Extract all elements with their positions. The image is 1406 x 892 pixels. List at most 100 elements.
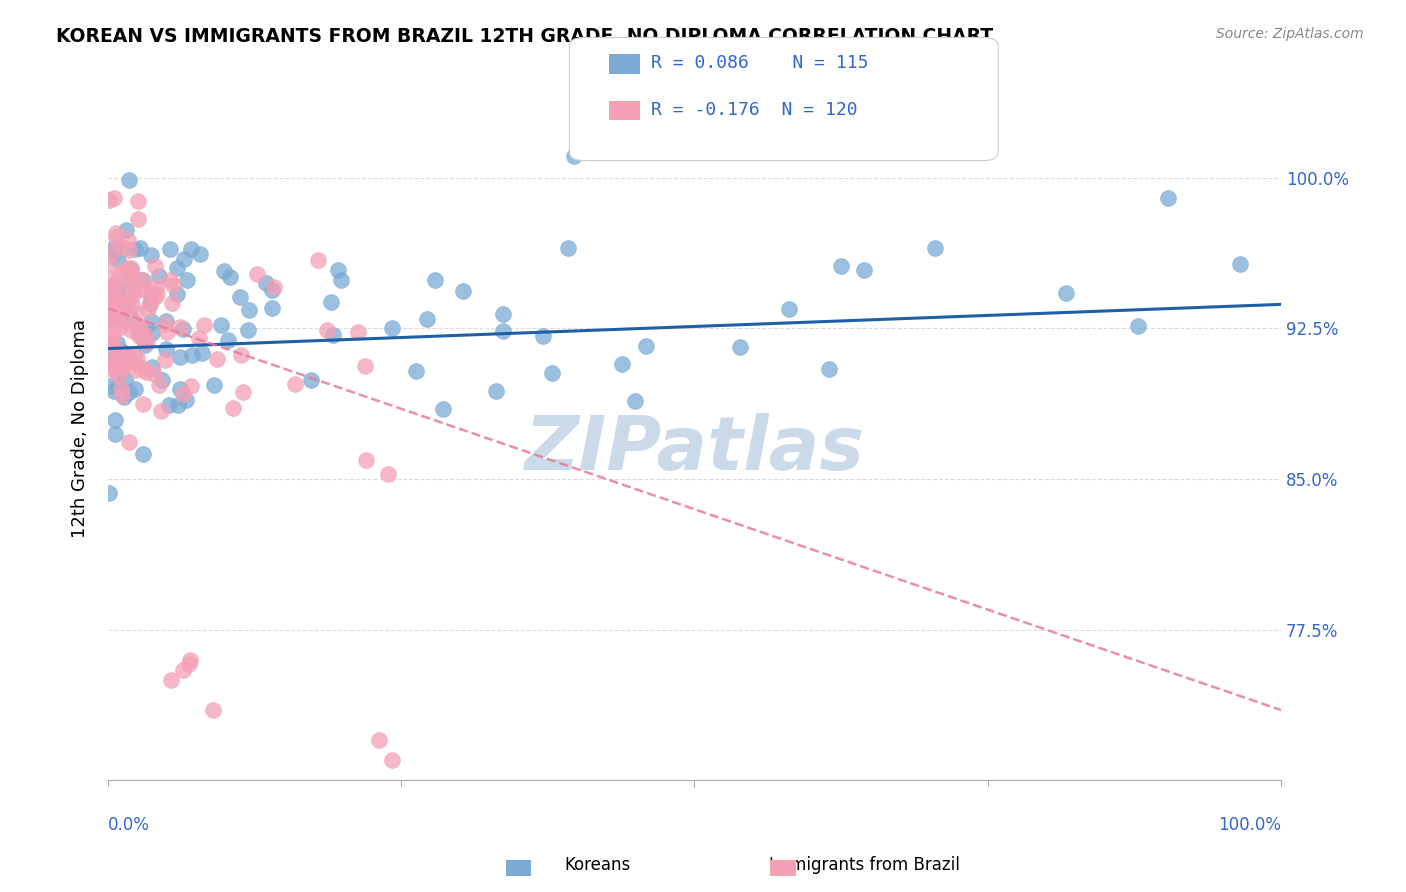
Point <box>177 657 200 671</box>
Point <box>101 350 124 364</box>
Point <box>159 242 181 256</box>
Point <box>236 323 259 337</box>
Point <box>105 229 128 244</box>
Point <box>115 313 138 327</box>
Point <box>105 351 128 366</box>
Point <box>612 358 634 372</box>
Point <box>101 246 124 260</box>
Point <box>138 297 160 311</box>
Point <box>153 318 176 332</box>
Point <box>169 382 191 396</box>
Point <box>98 292 121 306</box>
Point <box>485 384 508 398</box>
Point <box>531 328 554 343</box>
Point <box>118 385 141 400</box>
Point <box>624 394 647 409</box>
Point <box>136 301 159 316</box>
Point <box>98 272 121 286</box>
Point <box>322 327 344 342</box>
Point <box>187 331 209 345</box>
Point <box>169 351 191 365</box>
Point <box>125 306 148 320</box>
Point <box>120 323 142 337</box>
Point <box>118 281 141 295</box>
Point <box>122 349 145 363</box>
Point <box>128 360 150 375</box>
Point <box>377 467 399 482</box>
Y-axis label: 12th Grade, No Diploma: 12th Grade, No Diploma <box>72 319 89 539</box>
Point <box>111 355 134 369</box>
Point <box>238 303 260 318</box>
Point <box>124 242 146 256</box>
Point <box>108 268 131 282</box>
Point <box>101 294 124 309</box>
Point <box>118 172 141 186</box>
Point <box>262 301 284 315</box>
Point <box>381 320 404 334</box>
Point <box>103 384 125 398</box>
Point <box>110 360 132 375</box>
Point <box>125 363 148 377</box>
Point <box>368 733 391 747</box>
Point <box>117 348 139 362</box>
Point <box>319 294 342 309</box>
Point <box>540 367 562 381</box>
Point <box>728 340 751 354</box>
Point <box>98 348 121 362</box>
Point <box>169 319 191 334</box>
Point <box>100 342 122 356</box>
Point <box>118 292 141 306</box>
Text: R = -0.176  N = 120: R = -0.176 N = 120 <box>651 101 858 119</box>
Point <box>107 299 129 313</box>
Point <box>105 299 128 313</box>
Point <box>634 339 657 353</box>
Point <box>166 287 188 301</box>
Point <box>98 312 121 326</box>
Point <box>100 340 122 354</box>
Point <box>132 397 155 411</box>
Point <box>115 296 138 310</box>
Point <box>167 398 190 412</box>
Point <box>1157 191 1180 205</box>
Point <box>354 452 377 467</box>
Point <box>232 385 254 400</box>
Point <box>231 347 253 361</box>
Point <box>188 247 211 261</box>
Point <box>853 262 876 277</box>
Point <box>98 357 121 371</box>
Point <box>155 314 177 328</box>
Point <box>191 345 214 359</box>
Point <box>299 373 322 387</box>
Point <box>160 295 183 310</box>
Point <box>222 401 245 415</box>
Point <box>112 390 135 404</box>
Point <box>115 260 138 275</box>
Point <box>201 703 224 717</box>
Point <box>172 387 194 401</box>
Point <box>139 248 162 262</box>
Point <box>179 653 201 667</box>
Point <box>254 276 277 290</box>
Point <box>134 327 156 342</box>
Point <box>150 373 173 387</box>
Point <box>114 358 136 372</box>
Point <box>1126 318 1149 333</box>
Point <box>132 272 155 286</box>
Point <box>98 342 121 356</box>
Point <box>122 288 145 302</box>
Point <box>128 318 150 333</box>
Point <box>98 257 121 271</box>
Point <box>212 264 235 278</box>
Point <box>111 294 134 309</box>
Point <box>153 352 176 367</box>
Point <box>131 325 153 339</box>
Point <box>218 269 240 284</box>
Point <box>405 364 427 378</box>
Point <box>174 393 197 408</box>
Point <box>104 426 127 441</box>
Point <box>98 194 121 208</box>
Point <box>134 325 156 339</box>
Point <box>139 285 162 299</box>
Point <box>100 334 122 348</box>
Point <box>108 344 131 359</box>
